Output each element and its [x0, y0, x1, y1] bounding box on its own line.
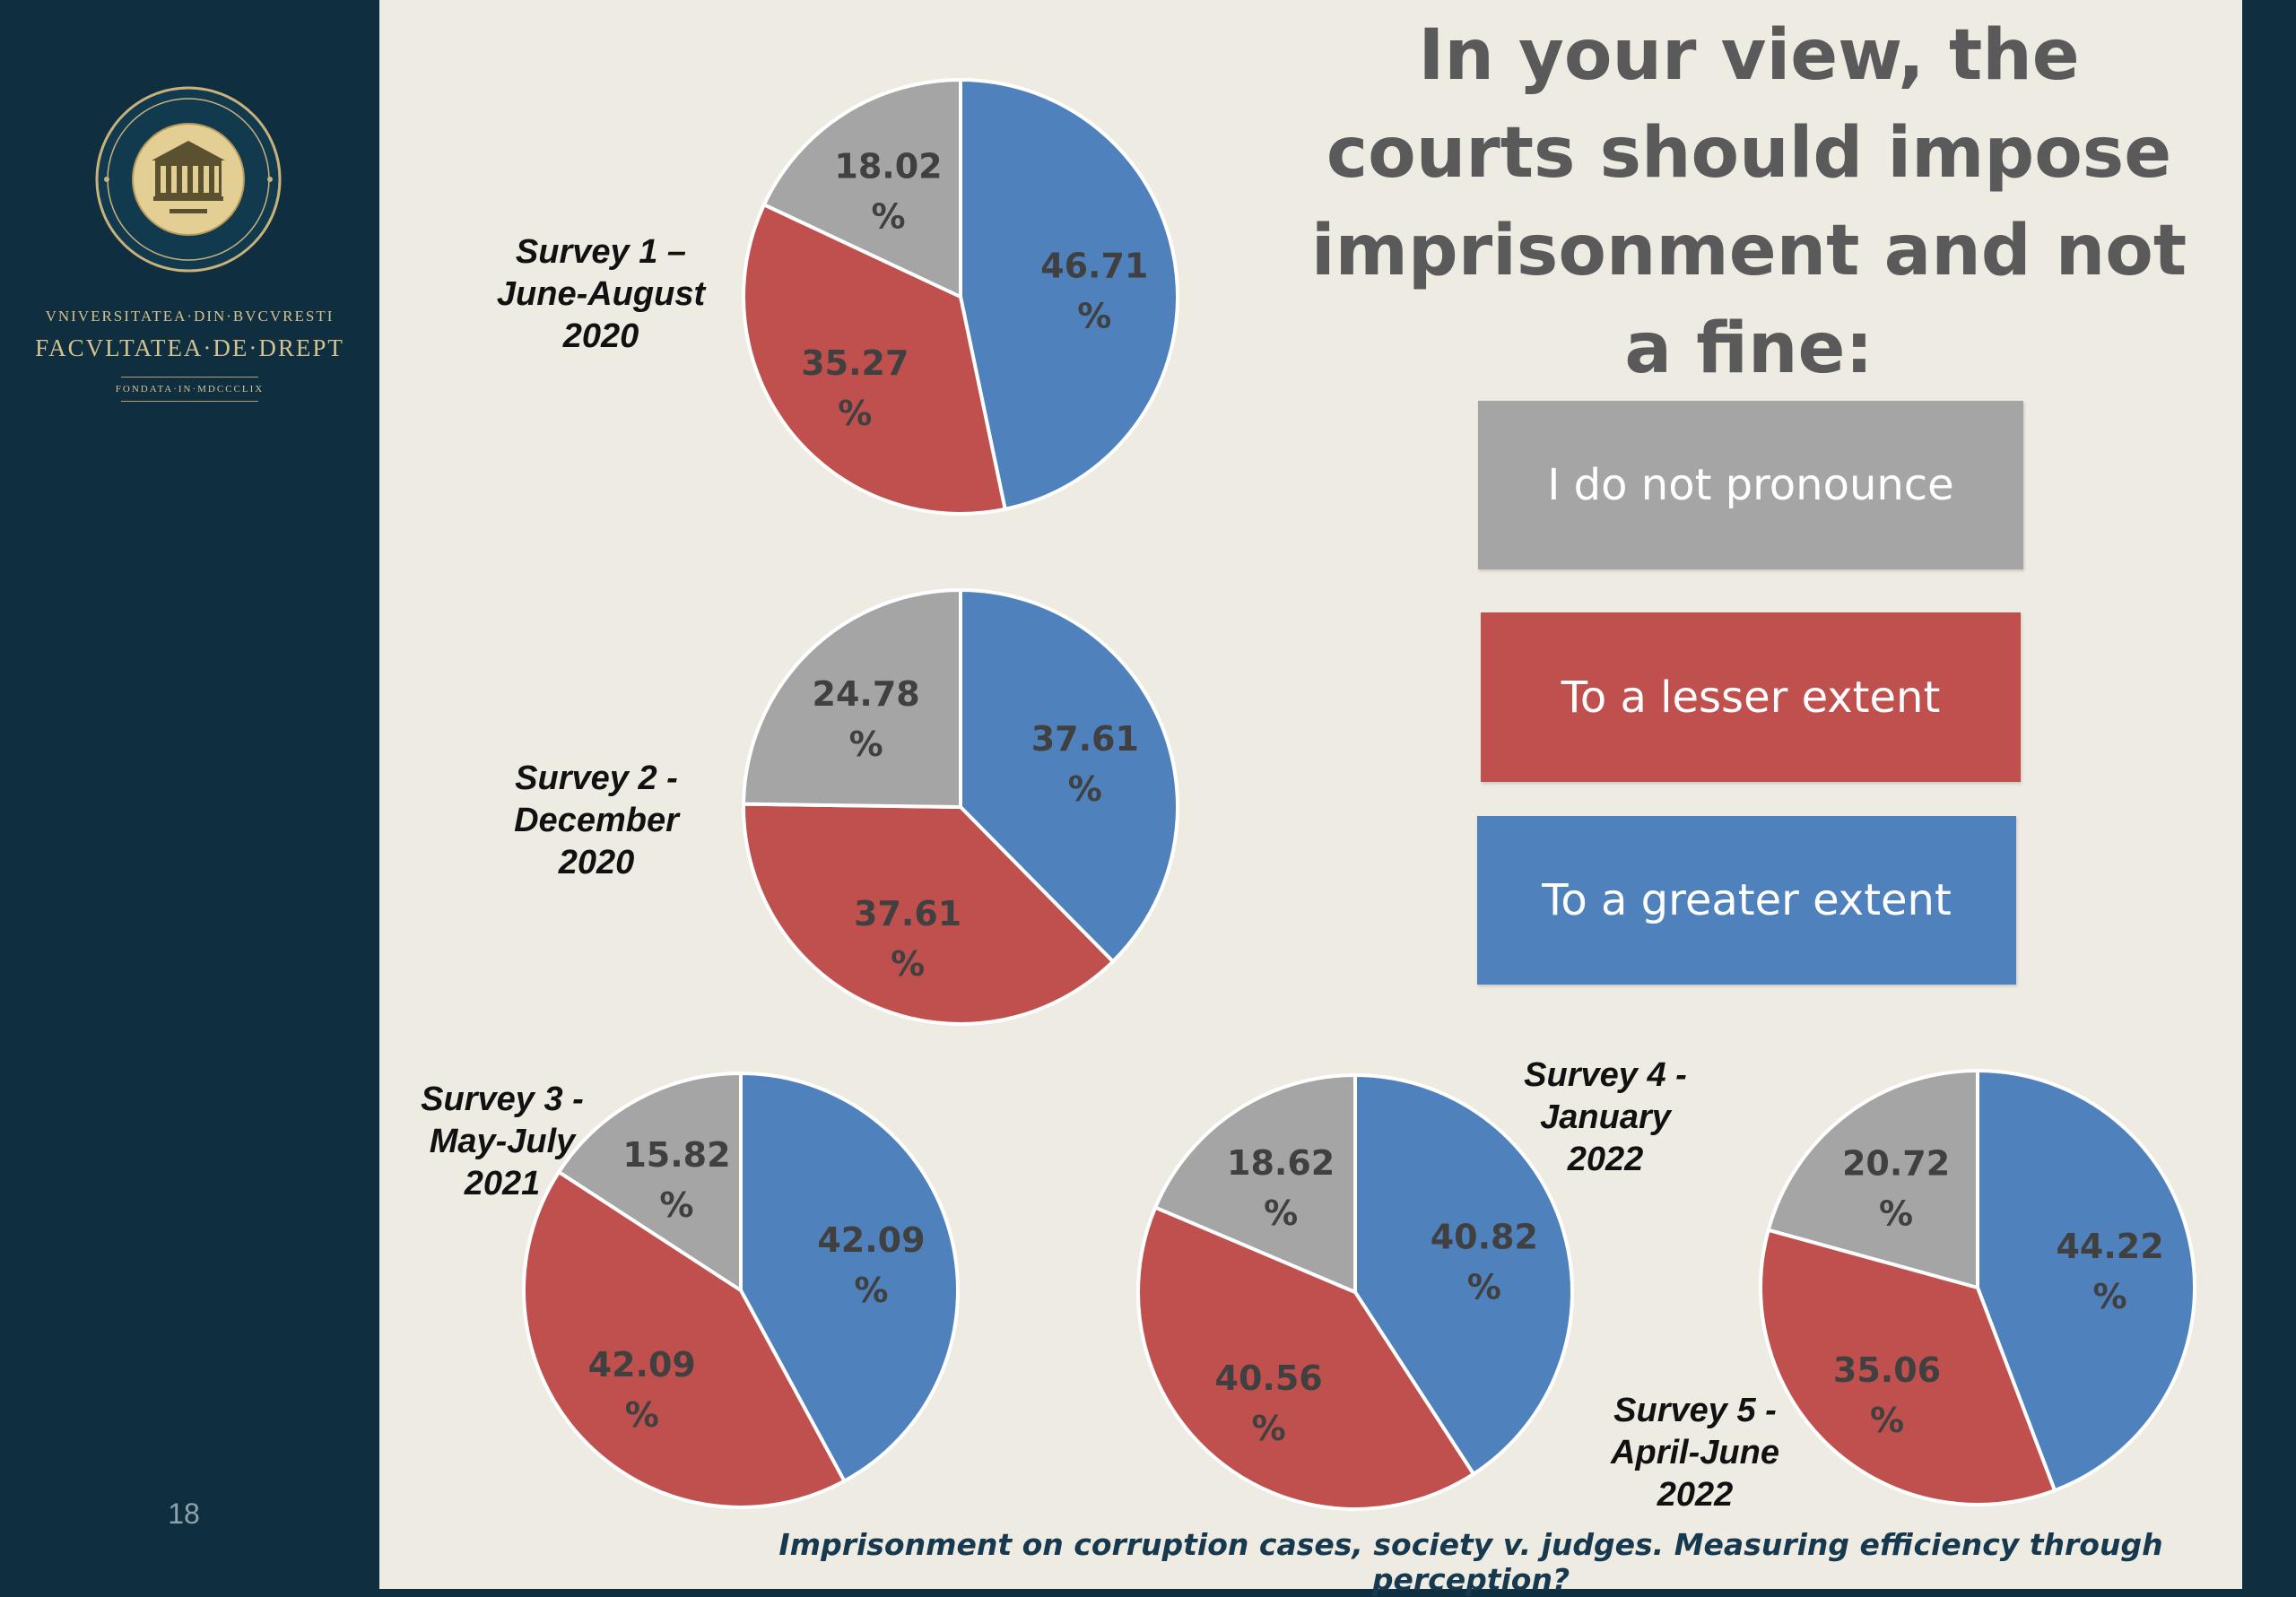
survey-4-data-label: 40.56%: [1215, 1358, 1323, 1448]
survey-4-label: Survey 4 - January 2022: [1524, 1056, 1687, 1178]
survey-3-slice-to-a-greater-extent: [739, 1071, 960, 1484]
survey-3-slice-i-do-not-pronounce: [556, 1071, 743, 1294]
survey-1-slice-to-a-lesser-extent: [742, 202, 1008, 516]
survey-3-data-label: 42.09%: [817, 1220, 925, 1310]
university-seal-logo: [95, 86, 282, 273]
legend-item-greater-extent: To a greater extent: [1477, 816, 2016, 985]
founded-line: FONDATA·IN·MDCCCLIX: [115, 384, 265, 395]
survey-4-slice-to-a-lesser-extent: [1136, 1204, 1476, 1511]
divider: [121, 401, 258, 402]
survey-5-slice-to-a-lesser-extent: [1759, 1228, 2057, 1507]
survey-3-label: Survey 3 - May-July 2021: [421, 1081, 584, 1202]
survey-5-slice-to-a-greater-extent: [1976, 1068, 2196, 1493]
survey-1-data-label: 18.02%: [834, 146, 942, 236]
survey-2-data-label: 37.61%: [854, 894, 961, 984]
survey-5-label: Survey 5 - April-June 2022: [1611, 1392, 1779, 1514]
survey-1-data-label: 46.71%: [1040, 247, 1148, 336]
survey-2-slice-to-a-greater-extent: [959, 587, 1179, 965]
survey-2-data-label: 37.61%: [1031, 719, 1139, 809]
survey-1-label: Survey 1 – June-August 2020: [496, 233, 706, 355]
survey-4-data-label: 40.82%: [1431, 1217, 1538, 1306]
survey-2-data-label: 24.78%: [813, 674, 920, 764]
survey-5-data-label: 20.72%: [1842, 1144, 1950, 1234]
survey-2-label: Survey 2 - December 2020: [514, 759, 679, 881]
slide-number: 18: [168, 1497, 200, 1530]
footer-caption: Imprisonment on corruption cases, societ…: [778, 1527, 2163, 1597]
survey-4-data-label: 18.62%: [1227, 1143, 1335, 1233]
survey-5-slice-i-do-not-pronounce: [1766, 1068, 1979, 1290]
survey-2-slice-to-a-lesser-extent: [742, 802, 1116, 1026]
sidebar: VNIVERSITATEA·DIN·BVCVRESTI FACVLTATEA·D…: [0, 0, 379, 1589]
survey-3-data-label: 15.82%: [622, 1135, 730, 1225]
survey-5-data-label: 44.22%: [2056, 1227, 2163, 1316]
question-title: In your view, the courts should impose i…: [1310, 15, 2187, 389]
survey-1-slice-to-a-greater-extent: [959, 77, 1179, 512]
survey-3-data-label: 42.09%: [588, 1345, 696, 1435]
survey-1-slice-i-do-not-pronounce: [761, 77, 962, 300]
legend-label: To a greater extent: [1542, 875, 1952, 925]
legend-item-no-opinion: I do not pronounce: [1478, 401, 2023, 569]
survey-5-data-label: 35.06%: [1833, 1350, 1941, 1440]
survey-3-slice-to-a-lesser-extent: [522, 1169, 848, 1509]
legend-label: I do not pronounce: [1547, 460, 1954, 510]
survey-1-data-label: 35.27%: [801, 343, 909, 433]
survey-4-slice-i-do-not-pronounce: [1152, 1072, 1357, 1296]
legend-item-lesser-extent: To a lesser extent: [1481, 612, 2021, 782]
divider: [121, 377, 258, 378]
legend-label: To a lesser extent: [1561, 672, 1941, 723]
right-border-strip: [2242, 0, 2296, 1589]
survey-2-slice-i-do-not-pronounce: [741, 587, 962, 810]
university-name: VNIVERSITATEA·DIN·BVCVRESTI: [45, 308, 335, 325]
faculty-name: FACVLTATEA·DE·DREPT: [35, 334, 344, 361]
